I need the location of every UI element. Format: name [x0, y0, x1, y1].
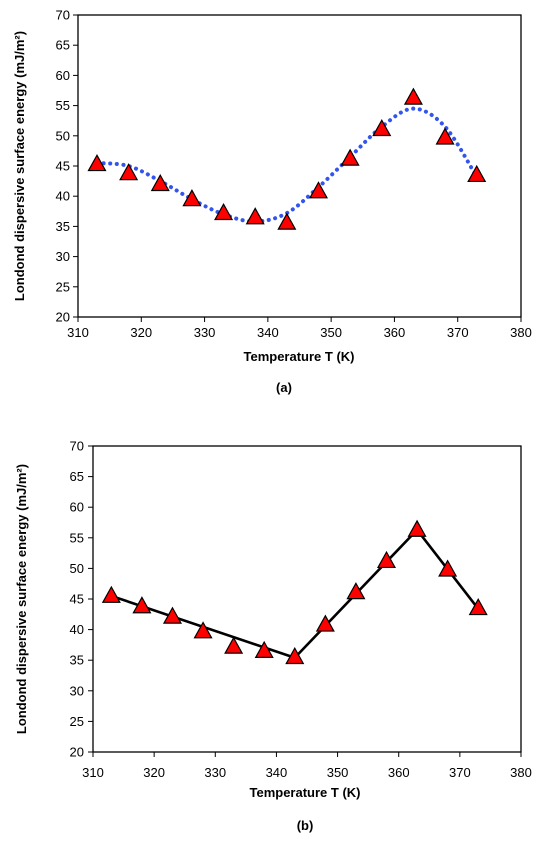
y-tick-label-a: 65 — [56, 38, 70, 53]
data-point-b — [376, 550, 397, 569]
data-point-a — [372, 118, 392, 137]
y-tick-label-b: 50 — [70, 561, 84, 576]
y-tick-label-a: 35 — [56, 219, 70, 234]
data-point-b — [254, 640, 274, 658]
x-tick-label-b: 340 — [266, 765, 288, 780]
x-axis-title-a: Temperature T (K) — [244, 349, 355, 364]
x-tick-label-a: 330 — [194, 325, 216, 340]
y-tick-label-b: 35 — [70, 653, 84, 668]
data-point-a — [308, 181, 329, 199]
x-tick-label-a: 350 — [320, 325, 342, 340]
x-tick-label-b: 310 — [82, 765, 104, 780]
y-tick-label-b: 45 — [70, 592, 84, 607]
panel-label-a: (a) — [276, 380, 292, 395]
x-tick-label-b: 370 — [449, 765, 471, 780]
x-tick-label-a: 320 — [130, 325, 152, 340]
data-point-a — [403, 87, 423, 105]
y-tick-label-a: 25 — [56, 279, 70, 294]
data-point-a — [150, 173, 170, 192]
data-point-b — [224, 636, 244, 654]
y-tick-label-b: 20 — [70, 745, 84, 760]
y-tick-label-a: 30 — [56, 249, 70, 264]
data-point-b — [407, 519, 427, 537]
data-point-b — [315, 614, 335, 632]
data-point-a — [87, 154, 107, 172]
data-point-a — [182, 189, 202, 207]
x-tick-label-b: 330 — [204, 765, 226, 780]
x-tick-label-a: 310 — [67, 325, 89, 340]
plot-area-b — [92, 445, 522, 753]
x-axis-title-b: Temperature T (K) — [250, 785, 361, 800]
data-point-b — [162, 606, 183, 624]
y-tick-label-b: 60 — [70, 500, 84, 515]
y-tick-label-b: 30 — [70, 683, 84, 698]
y-tick-label-a: 40 — [56, 189, 70, 204]
data-point-b — [346, 582, 366, 600]
data-point-b — [285, 646, 305, 665]
data-point-a — [340, 148, 360, 166]
trend-line-a — [94, 106, 479, 224]
data-point-b — [132, 596, 152, 614]
x-tick-label-b: 380 — [510, 765, 532, 780]
data-point-b — [438, 559, 458, 577]
y-tick-label-a: 60 — [56, 68, 70, 83]
x-tick-label-b: 360 — [388, 765, 410, 780]
y-axis-title-b: Londond dispersive surface energy (mJ/m²… — [14, 464, 29, 734]
x-tick-label-b: 350 — [327, 765, 349, 780]
x-tick-label-a: 360 — [384, 325, 406, 340]
chart-a: Londond dispersive surface energy (mJ/m²… — [12, 8, 532, 396]
x-tick-label-a: 340 — [257, 325, 279, 340]
data-point-b — [468, 598, 488, 616]
y-tick-label-b: 70 — [70, 439, 84, 454]
y-tick-label-b: 40 — [70, 622, 84, 637]
y-tick-label-b: 25 — [70, 714, 84, 729]
panel-label-b: (b) — [297, 818, 314, 833]
y-tick-label-b: 55 — [70, 530, 84, 545]
data-point-b — [193, 621, 213, 639]
y-tick-label-a: 45 — [56, 159, 70, 174]
data-point-b — [101, 585, 121, 603]
y-tick-label-b: 65 — [70, 469, 84, 484]
data-point-a — [467, 164, 487, 183]
x-tick-label-a: 370 — [447, 325, 469, 340]
x-tick-label-a: 380 — [510, 325, 532, 340]
data-point-a — [435, 127, 455, 145]
data-point-a — [245, 207, 265, 225]
y-tick-label-a: 70 — [56, 8, 70, 23]
chart-b: Londond dispersive surface energy (mJ/m²… — [14, 439, 532, 834]
data-point-a — [214, 202, 234, 221]
y-axis-title-a: Londond dispersive surface energy (mJ/m²… — [12, 31, 27, 301]
y-tick-label-a: 50 — [56, 128, 70, 143]
plot-area-a — [77, 14, 522, 318]
y-tick-label-a: 55 — [56, 98, 70, 113]
data-point-a — [119, 163, 139, 181]
data-point-a — [277, 212, 297, 230]
y-tick-label-a: 20 — [56, 310, 70, 325]
x-tick-label-b: 320 — [143, 765, 165, 780]
